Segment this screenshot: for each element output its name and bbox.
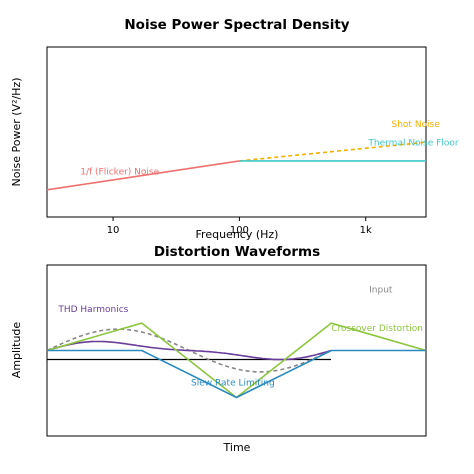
psd-series: 1/f (Flicker) Noise Shot Noise Thermal Noi… <box>46 120 459 191</box>
thd-harmonics-label: THD Harmonics <box>57 305 128 315</box>
psd-x-tick-label-2: 1k <box>360 225 372 236</box>
distortion-series: Input THD Harmonics Crossover Distortion Sl… <box>46 285 427 399</box>
psd-xlabel: Frequency (Hz) <box>196 228 279 241</box>
slew-rate-limiting-label: Slew Rate Limiting <box>191 379 275 389</box>
psd-x-tick-label-1: 100 <box>230 225 249 236</box>
psd-plot-frame <box>46 46 427 218</box>
distortion-title: Distortion Waveforms <box>154 244 320 260</box>
shot-noise-label: Shot Noise <box>392 120 441 130</box>
crossover-distortion-label: Crossover Distortion <box>331 324 423 334</box>
distortion-chart: Distortion Waveforms Amplitude Input THD … <box>10 244 427 454</box>
distortion-ylabel: Amplitude <box>10 322 23 379</box>
slew-rate-limiting-line <box>47 349 426 399</box>
psd-x-tick-label-0: 10 <box>107 225 120 236</box>
psd-ylabel: Noise Power (V²/Hz) <box>10 77 23 186</box>
thermal-noise-floor-label: Thermal Noise Floor <box>367 139 458 149</box>
1-f-flicker-noise-label: 1/f (Flicker) Noise <box>80 168 159 178</box>
1-f-flicker-noise-line <box>46 160 240 191</box>
psd-title: Noise Power Spectral Density <box>124 17 349 33</box>
input-label: Input <box>369 285 393 295</box>
shot-noise-line <box>239 141 427 162</box>
distortion-xlabel: Time <box>223 441 251 454</box>
psd-chart: Noise Power Spectral Density Noise Power… <box>10 17 459 241</box>
psd-x-ticks: 101001k10k <box>107 217 372 236</box>
